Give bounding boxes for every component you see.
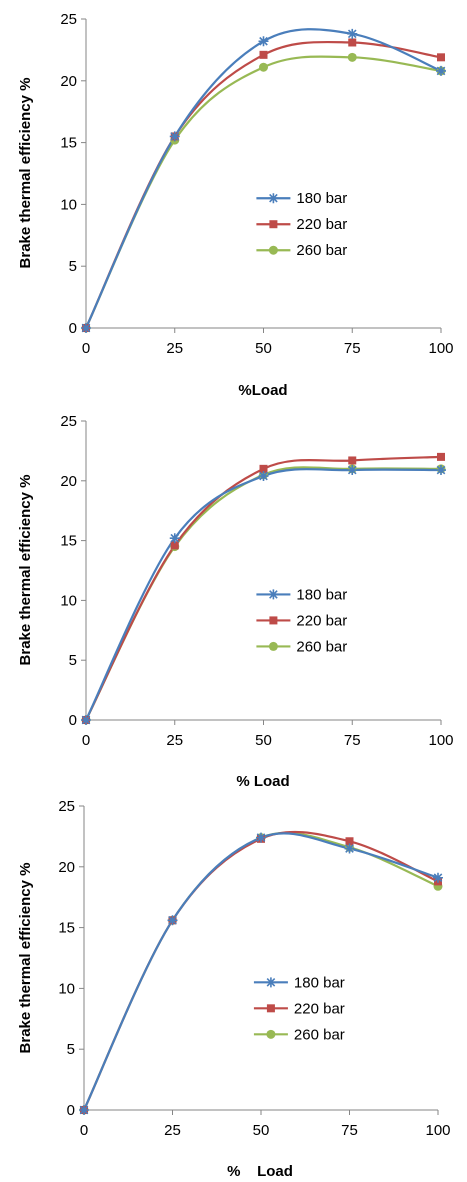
series-line (85, 468, 442, 721)
legend-label: 180 bar (296, 190, 347, 207)
data-point-square (259, 464, 268, 473)
x-tick-label: 100 (428, 732, 453, 749)
legend: 180 bar 220 bar 260 bar (253, 974, 345, 1043)
y-tick-label: 0 (67, 1102, 75, 1119)
data-point-star (347, 28, 358, 39)
data-point-circle (259, 62, 268, 72)
y-tick-label: 15 (60, 135, 77, 152)
x-tick-label: 75 (344, 340, 361, 357)
legend-label: 260 bar (296, 638, 347, 655)
series-line (83, 832, 439, 1111)
x-axis-label: % Load (236, 773, 289, 790)
x-tick-label: 100 (425, 1122, 450, 1139)
x-axis-label: % Load (227, 1163, 293, 1180)
x-tick-label: 75 (341, 1122, 358, 1139)
data-point-square (266, 1004, 275, 1013)
y-tick-label: 25 (60, 11, 77, 28)
legend-label: 260 bar (294, 1026, 345, 1043)
data-point-star (258, 36, 269, 47)
chart-panel-2: 0 5 10 15 20 25 0 25 50 75 100 % Load Brake thermal … (17, 413, 454, 790)
data-point-star (436, 65, 446, 76)
x-axis-label: %Load (238, 382, 287, 399)
data-point-star (169, 533, 180, 544)
y-tick-label: 15 (58, 920, 75, 937)
data-point-square (437, 53, 445, 62)
data-point-star (167, 915, 178, 926)
y-tick-label: 10 (60, 592, 77, 609)
legend-label: 180 bar (294, 974, 345, 991)
data-point-circle (268, 245, 278, 255)
data-point-star (81, 715, 91, 725)
x-tick-label: 25 (166, 732, 183, 749)
data-point-star (436, 465, 446, 476)
data-point-square (345, 837, 354, 846)
y-tick-label: 5 (67, 1041, 75, 1058)
data-point-star (268, 193, 279, 204)
series-line (85, 455, 442, 721)
series-line (85, 55, 442, 329)
series-line (85, 28, 442, 329)
legend-label: 220 bar (294, 1000, 345, 1017)
y-tick-label: 0 (69, 320, 77, 337)
data-point-star (433, 872, 443, 883)
data-point-square (348, 456, 357, 465)
series-line (83, 831, 439, 1111)
x-tick-label: 50 (255, 340, 272, 357)
legend-label: 180 bar (296, 586, 347, 603)
legend: 180 bar 220 bar 260 bar (256, 586, 347, 655)
x-tick-label: 0 (82, 732, 90, 749)
legend: 180 bar 220 bar 260 bar (256, 190, 347, 259)
x-tick-label: 75 (344, 732, 361, 749)
y-tick-label: 20 (58, 859, 75, 876)
data-point-circle (266, 1029, 276, 1039)
data-point-star (347, 465, 358, 476)
data-point-star (169, 131, 180, 142)
legend-label: 220 bar (296, 216, 347, 233)
x-tick-label: 100 (428, 340, 453, 357)
y-tick-label: 20 (60, 473, 77, 490)
x-tick-label: 25 (166, 340, 183, 357)
data-point-star (344, 843, 355, 854)
legend-label: 220 bar (296, 612, 347, 629)
x-tick-label: 0 (80, 1122, 88, 1139)
data-point-square (437, 452, 445, 461)
data-point-square (348, 38, 357, 47)
x-tick-label: 50 (255, 732, 272, 749)
x-tick-label: 25 (164, 1122, 181, 1139)
x-tick-label: 0 (82, 340, 90, 357)
legend-label: 260 bar (296, 242, 347, 259)
data-point-circle (347, 52, 357, 62)
data-point-square (269, 220, 278, 229)
chart-panel-1: 0 5 10 15 20 25 0 25 50 75 100 %Load Brake thermal e… (17, 11, 454, 399)
data-point-star (265, 977, 276, 988)
y-axis-label: Brake thermal efficiency % (17, 78, 34, 269)
data-point-star (256, 832, 266, 843)
data-point-square (259, 50, 268, 59)
y-tick-label: 5 (69, 258, 77, 275)
y-tick-label: 25 (58, 798, 75, 815)
y-axis-label: Brake thermal efficiency % (17, 475, 34, 666)
data-point-star (268, 589, 279, 600)
series-line (83, 830, 439, 1111)
y-axis-label: Brake thermal efficiency % (17, 863, 34, 1054)
y-tick-label: 10 (60, 196, 77, 213)
y-tick-label: 5 (69, 652, 77, 669)
x-tick-label: 50 (253, 1122, 270, 1139)
y-tick-label: 15 (60, 533, 77, 550)
chart-panel-3: 0 5 10 15 20 25 0 25 50 75 100 % Load Brake thermal … (17, 798, 451, 1180)
data-point-circle (268, 641, 278, 651)
y-tick-label: 0 (69, 712, 77, 729)
y-tick-label: 10 (58, 980, 75, 997)
series-line (85, 40, 442, 329)
data-point-star (81, 323, 91, 333)
data-point-square (170, 541, 179, 550)
y-tick-label: 20 (60, 73, 77, 90)
data-point-star (258, 471, 269, 482)
data-point-square (269, 616, 278, 625)
data-point-star (79, 1105, 89, 1115)
y-tick-label: 25 (60, 413, 77, 430)
